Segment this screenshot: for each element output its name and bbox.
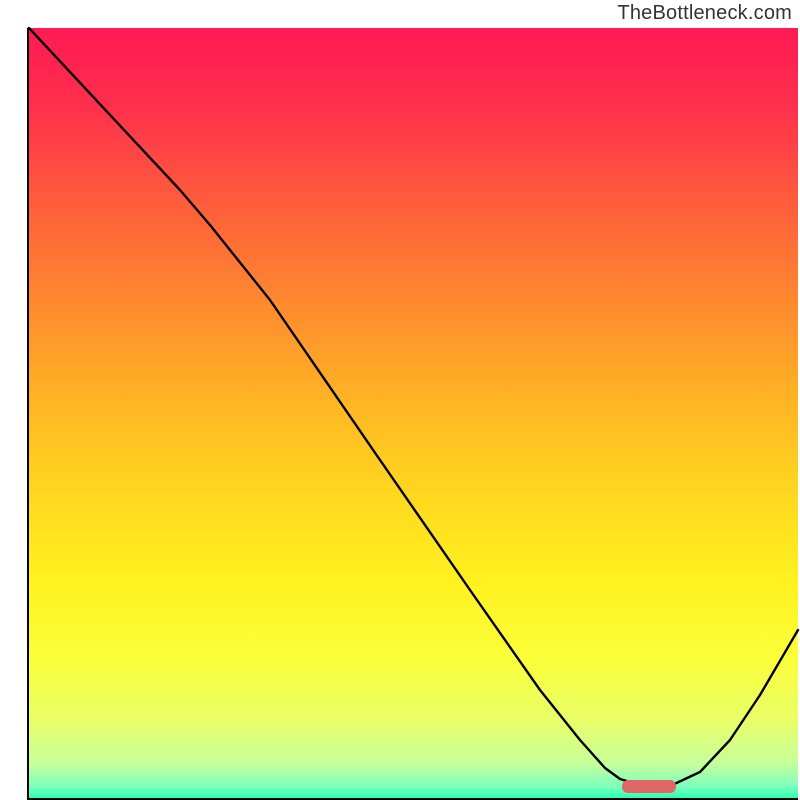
- plot-axes-frame: [27, 28, 798, 800]
- watermark-text: TheBottleneck.com: [617, 2, 792, 25]
- optimum-marker: [622, 780, 676, 793]
